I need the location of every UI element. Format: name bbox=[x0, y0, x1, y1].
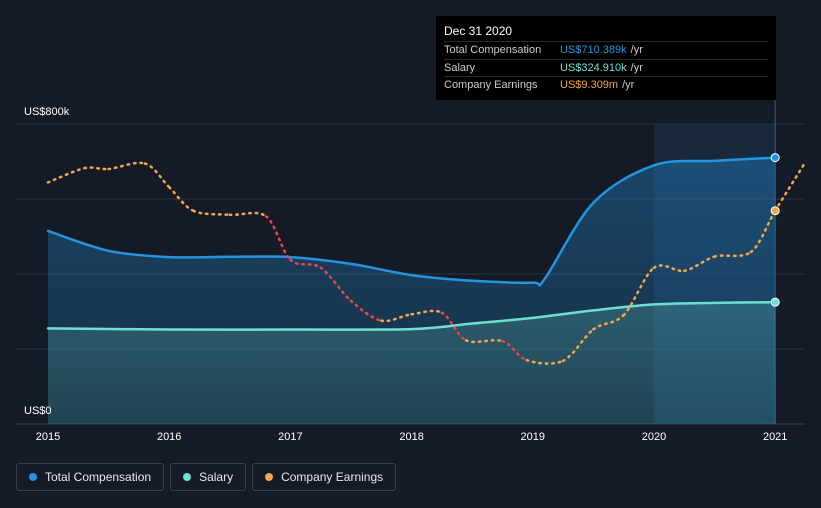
tooltip-label: Company Earnings bbox=[444, 79, 538, 91]
earnings-segment bbox=[525, 358, 565, 365]
earnings-segment bbox=[683, 255, 716, 273]
tooltip-value: US$710.389k bbox=[560, 44, 627, 56]
legend: Total Compensation Salary Company Earnin… bbox=[16, 463, 397, 491]
series-lines bbox=[46, 156, 777, 331]
tooltip-label: Total Compensation bbox=[444, 44, 542, 56]
legend-item-total-compensation[interactable]: Total Compensation bbox=[16, 463, 165, 491]
legend-label: Total Compensation bbox=[45, 470, 152, 484]
tooltip-row-total: Total Compensation US$710.389k /yr bbox=[444, 41, 768, 59]
earnings-segment bbox=[289, 258, 322, 269]
x-tick-label: 2016 bbox=[156, 431, 182, 443]
legend-dot-icon bbox=[29, 473, 37, 481]
total-compensation-line bbox=[46, 156, 777, 287]
earnings-segment bbox=[167, 185, 195, 213]
x-tick-label: 2017 bbox=[278, 431, 303, 443]
x-tick-label: 2019 bbox=[520, 431, 546, 443]
series-endpoints bbox=[770, 153, 780, 307]
series-areas bbox=[48, 157, 776, 424]
salary-endpoint bbox=[770, 297, 780, 307]
x-tick-label: 2021 bbox=[762, 431, 788, 443]
y-tick-label-max: US$800k bbox=[24, 106, 70, 118]
earnings-segment bbox=[440, 311, 468, 342]
earnings-segment bbox=[83, 166, 110, 171]
salary-line bbox=[46, 300, 777, 331]
salary-area bbox=[48, 302, 776, 424]
tooltip-value: US$324.910k bbox=[560, 61, 627, 74]
earnings-segment bbox=[107, 161, 147, 171]
earnings-segment bbox=[464, 339, 504, 344]
earnings-segment bbox=[410, 309, 444, 316]
earnings-segment bbox=[749, 209, 777, 254]
tooltip-value: US$9.309m bbox=[560, 79, 619, 91]
earnings-segment bbox=[192, 209, 232, 217]
x-tick-label: 2015 bbox=[35, 431, 61, 443]
tooltip-date: Dec 31 2020 bbox=[444, 24, 513, 38]
legend-dot-icon bbox=[265, 473, 274, 481]
total-compensation-endpoint bbox=[770, 153, 780, 163]
earnings-segment bbox=[622, 266, 656, 317]
earnings-segment bbox=[561, 328, 595, 363]
tooltip-label: Salary bbox=[444, 61, 476, 74]
tooltip-unit: /yr bbox=[630, 44, 643, 56]
earnings-segment bbox=[349, 299, 383, 322]
earnings-segment bbox=[652, 264, 686, 273]
tooltip: Dec 31 2020 Total Compensation US$710.38… bbox=[436, 16, 776, 100]
tooltip-unit: /yr bbox=[630, 61, 643, 74]
earnings-segment bbox=[713, 250, 753, 258]
company-earnings-endpoint bbox=[770, 206, 780, 216]
earnings-segment bbox=[773, 160, 807, 213]
tooltip-row-earnings: Company Earnings US$9.309m /yr bbox=[444, 76, 768, 94]
earnings-segment bbox=[46, 166, 86, 184]
legend-item-salary[interactable]: Salary bbox=[170, 463, 247, 491]
earnings-segment bbox=[501, 339, 528, 362]
earnings-segment bbox=[143, 162, 171, 189]
earnings-segment bbox=[319, 266, 353, 303]
earnings-segment bbox=[228, 211, 268, 218]
earnings-segment bbox=[264, 215, 292, 262]
legend-item-company-earnings[interactable]: Company Earnings bbox=[252, 463, 397, 491]
x-tick-label: 2018 bbox=[399, 431, 424, 443]
x-tick-label: 2020 bbox=[641, 431, 667, 443]
legend-label: Company Earnings bbox=[281, 470, 384, 484]
y-tick-label-min: US$0 bbox=[24, 405, 52, 417]
legend-dot-icon bbox=[183, 473, 192, 481]
earnings-line bbox=[46, 160, 807, 365]
tooltip-row-salary: Salary US$324.910k /yr bbox=[444, 58, 768, 77]
legend-label: Salary bbox=[199, 470, 234, 484]
tooltip-unit: /yr bbox=[622, 79, 635, 91]
earnings-segment bbox=[380, 313, 413, 323]
